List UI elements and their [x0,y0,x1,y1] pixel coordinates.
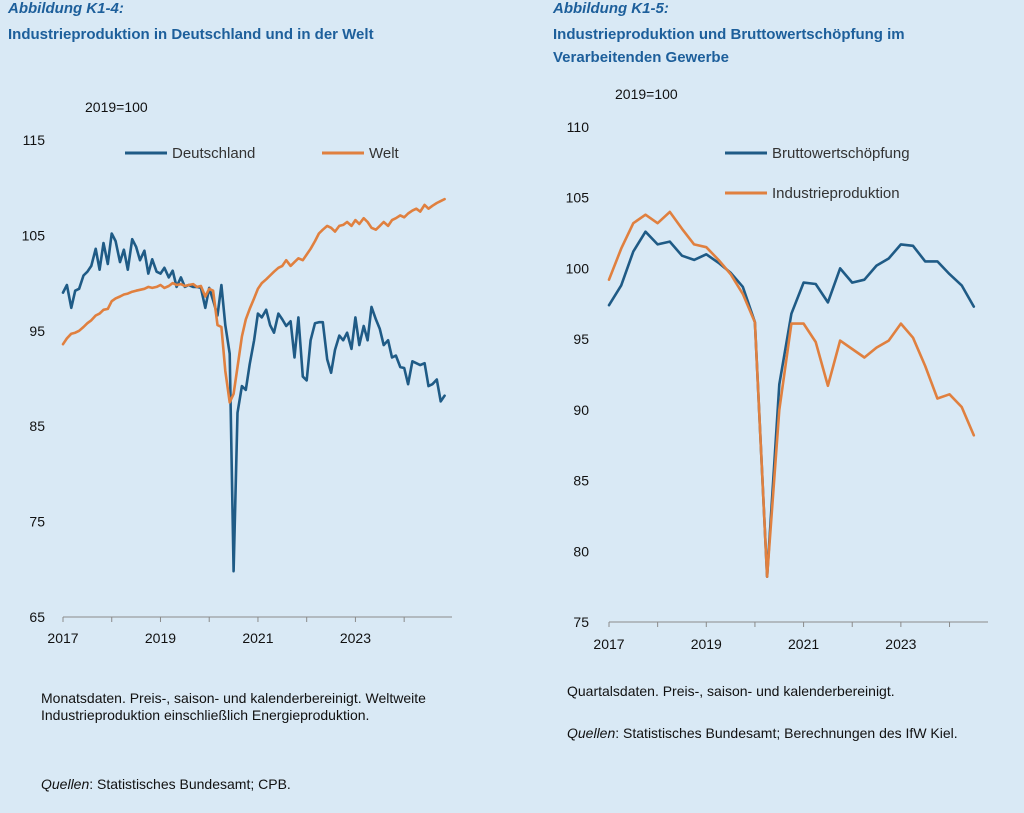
legend-label-bruttowertschoepfung: Bruttowertschöpfung [772,145,910,162]
series-line-bruttowertschoepfung [607,230,976,579]
chart-source: Quellen: Statistisches Bundesamt; CPB. [41,776,491,793]
series-line-welt [61,197,446,404]
y-tick-label: 105 [566,190,590,206]
y-tick-label: 85 [29,418,45,434]
y-tick-label: 95 [29,323,45,339]
figure-label: Abbildung K1-5: [553,0,669,17]
series-line-industrieproduktion [607,210,976,579]
source-text: : Statistisches Bundesamt; Berechnungen … [615,725,958,741]
x-tick-label: 2021 [788,636,819,652]
figure-title: Industrieproduktion in Deutschland und i… [8,26,374,43]
chart-source: Quellen: Statistisches Bundesamt; Berech… [567,725,987,742]
y-unit-label: 2019=100 [85,99,148,115]
source-label: Quellen [41,776,90,792]
x-tick-label: 2017 [47,630,78,646]
y-tick-label: 90 [573,402,589,418]
y-tick-label: 80 [573,543,589,559]
y-tick-label: 75 [573,614,589,630]
legend-label-deutschland: Deutschland [172,145,255,162]
x-tick-label: 2017 [593,636,624,652]
y-tick-label: 85 [573,473,589,489]
y-tick-label: 105 [22,227,46,243]
figure-k1-5: Abbildung K1-5: Industrieproduktion und … [512,0,1024,813]
figure-label: Abbildung K1-4: [8,0,124,17]
source-label: Quellen [567,725,616,741]
chart-production-value-added: 2019=100 75 80 85 90 95 100 105 110 2017 2019 2021 2… [566,86,988,652]
y-tick-label: 110 [567,119,590,135]
source-text: : Statistisches Bundesamt; CPB. [89,776,291,792]
chart-industrial-production-de-world: 2019=100 65 75 85 95 105 115 2017 2019 2021 2023 De… [22,99,452,646]
y-tick-label: 65 [29,609,45,625]
y-tick-label: 115 [23,132,46,148]
y-tick-label: 100 [566,260,590,276]
y-tick-label: 75 [29,514,45,530]
legend-label-industrieproduktion: Industrieproduktion [772,185,900,202]
figure-title: Industrieproduktion und Bruttowertschöpf… [553,26,905,66]
x-tick-label: 2019 [145,630,176,646]
figure-k1-4: Abbildung K1-4: Industrieproduktion in D… [8,0,491,793]
x-tick-label: 2019 [691,636,722,652]
chart-note: Quartalsdaten. Preis-, saison- und kalen… [567,683,895,699]
y-tick-label: 95 [573,331,589,347]
series-line-deutschland [61,232,446,573]
y-unit-label: 2019=100 [615,86,678,102]
chart-note: Monatsdaten. Preis-, saison- und kalende… [41,690,426,723]
x-tick-label: 2023 [340,630,371,646]
x-tick-label: 2021 [242,630,273,646]
x-tick-label: 2023 [885,636,916,652]
legend-label-welt: Welt [369,145,400,162]
